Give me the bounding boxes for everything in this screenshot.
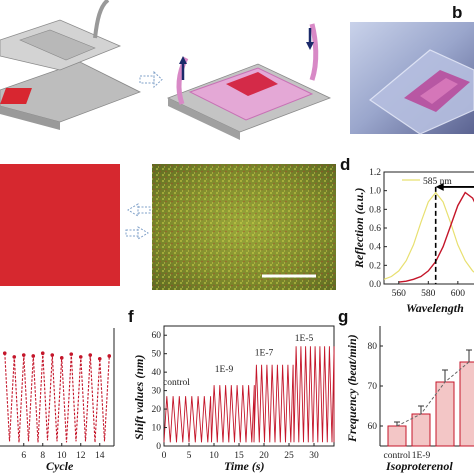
ytick-label: 50 bbox=[152, 350, 162, 360]
data-point bbox=[107, 354, 112, 358]
panel-d-ylabel: Reflection (a.u.) bbox=[352, 188, 366, 269]
panel-g-xlabel: Isoproterenol bbox=[385, 459, 453, 473]
panel-f-annotations: control 1E-9 1E-7 1E-5 bbox=[163, 334, 313, 388]
xtick-label: 25 bbox=[284, 451, 294, 461]
data-point bbox=[21, 353, 26, 357]
ytick-label: 0.4 bbox=[369, 243, 381, 253]
annotation-label: 1E-9 bbox=[215, 365, 234, 375]
ytick-label: 80 bbox=[368, 342, 378, 352]
data-point bbox=[40, 351, 45, 356]
panel-e-series-line bbox=[4, 353, 110, 443]
xtick-label: 5 bbox=[187, 451, 192, 461]
annotation-label: control bbox=[163, 378, 190, 388]
xtick-label: 600 bbox=[451, 289, 466, 299]
panel-d-chart: 585 nm 0.0 0.2 0.4 0.6 0.8 1.0 1.2 560 580 600 Re… bbox=[352, 168, 474, 315]
ytick-label: 0.6 bbox=[369, 224, 381, 234]
panel-g-ticks: 60 70 80 bbox=[368, 342, 383, 432]
panel-f-xlabel: Time (s) bbox=[224, 459, 265, 473]
ytick-label: 0 bbox=[156, 442, 161, 452]
ytick-label: 60 bbox=[368, 422, 378, 432]
panel-b-photo bbox=[350, 22, 474, 135]
panel-label-g: g bbox=[338, 307, 348, 326]
ytick-label: 0.2 bbox=[369, 261, 381, 271]
panel-e-chart: 6 8 10 12 14 Cycle bbox=[0, 328, 115, 473]
data-point bbox=[2, 351, 7, 356]
xtick-label: 12 bbox=[76, 451, 86, 461]
xtick-label: 30 bbox=[309, 451, 319, 461]
category-label: 1E-9 bbox=[412, 451, 431, 461]
bar bbox=[459, 361, 474, 447]
xtick-label: 0 bbox=[162, 451, 167, 461]
ytick-label: 1.0 bbox=[369, 187, 381, 197]
data-point bbox=[78, 355, 83, 359]
panel-e-points bbox=[2, 351, 112, 361]
red-sensor-film bbox=[0, 88, 32, 104]
xtick-label: 14 bbox=[95, 451, 105, 461]
panel-g-ylabel: Frequency (beat/min) bbox=[345, 334, 359, 443]
panel-d-frame bbox=[383, 171, 474, 285]
panel-g-bars: control 1E-9 bbox=[384, 349, 474, 461]
ytick-label: 40 bbox=[152, 368, 162, 378]
data-point bbox=[12, 355, 17, 359]
annotation-label: 1E-5 bbox=[295, 334, 314, 344]
series-line-585nm bbox=[383, 191, 474, 280]
ytick-label: 0.0 bbox=[369, 280, 381, 290]
panel-f-ticks: 0 10 20 30 40 50 60 0 5 10 15 20 25 30 bbox=[152, 331, 320, 461]
ytick-label: 70 bbox=[368, 382, 378, 392]
category-label: control bbox=[384, 451, 411, 461]
panel-label-b: b bbox=[452, 3, 462, 22]
data-point bbox=[97, 356, 102, 361]
data-point bbox=[69, 352, 74, 356]
legend-label-585nm: 585 nm bbox=[423, 177, 452, 187]
panel-f-chart: 0 10 20 30 40 50 60 0 5 10 15 20 25 30 control 1E-9 1E-… bbox=[132, 325, 335, 473]
bidirectional-arrow-icon bbox=[125, 203, 151, 240]
xtick-label: 15 bbox=[234, 451, 244, 461]
data-point bbox=[50, 353, 55, 357]
shift-arrowhead bbox=[435, 182, 444, 191]
series-line-red bbox=[398, 191, 474, 283]
panel-g-trend-line bbox=[396, 361, 470, 427]
arrow-icon bbox=[139, 70, 163, 89]
bar bbox=[411, 413, 431, 447]
data-point bbox=[88, 353, 93, 357]
panel-c-micrographs bbox=[0, 164, 336, 290]
xtick-label: 6 bbox=[21, 451, 26, 461]
ytick-label: 30 bbox=[152, 387, 162, 397]
xtick-label: 580 bbox=[421, 289, 436, 299]
panel-e-xlabel: Cycle bbox=[46, 459, 74, 473]
xtick-label: 10 bbox=[209, 451, 219, 461]
panel-d-xlabel: Wavelength bbox=[406, 301, 464, 315]
data-point bbox=[59, 356, 64, 360]
xtick-label: 8 bbox=[40, 451, 45, 461]
panel-a-schematic bbox=[0, 0, 332, 140]
panel-label-d: d bbox=[340, 155, 350, 174]
ytick-label: 0.8 bbox=[369, 205, 381, 215]
panel-label-f: f bbox=[128, 307, 134, 326]
bar bbox=[435, 381, 455, 447]
xtick-label: 20 bbox=[259, 451, 269, 461]
data-point bbox=[31, 354, 36, 358]
ytick-label: 20 bbox=[152, 405, 162, 415]
panel-e-ticks: 6 8 10 12 14 bbox=[21, 443, 105, 461]
ytick-label: 10 bbox=[152, 424, 162, 434]
panel-f-series-line bbox=[163, 346, 335, 443]
ytick-label: 1.2 bbox=[369, 168, 381, 178]
ytick-label: 60 bbox=[152, 331, 162, 341]
panel-f-ylabel: Shift values (nm) bbox=[132, 355, 146, 440]
xtick-label: 10 bbox=[57, 451, 67, 461]
bar bbox=[387, 425, 407, 447]
xtick-label: 560 bbox=[392, 289, 407, 299]
panel-d-ticks: 0.0 0.2 0.4 0.6 0.8 1.0 1.2 560 580 600 bbox=[369, 168, 465, 299]
red-micrograph bbox=[0, 164, 120, 286]
annotation-label: 1E-7 bbox=[255, 349, 274, 359]
